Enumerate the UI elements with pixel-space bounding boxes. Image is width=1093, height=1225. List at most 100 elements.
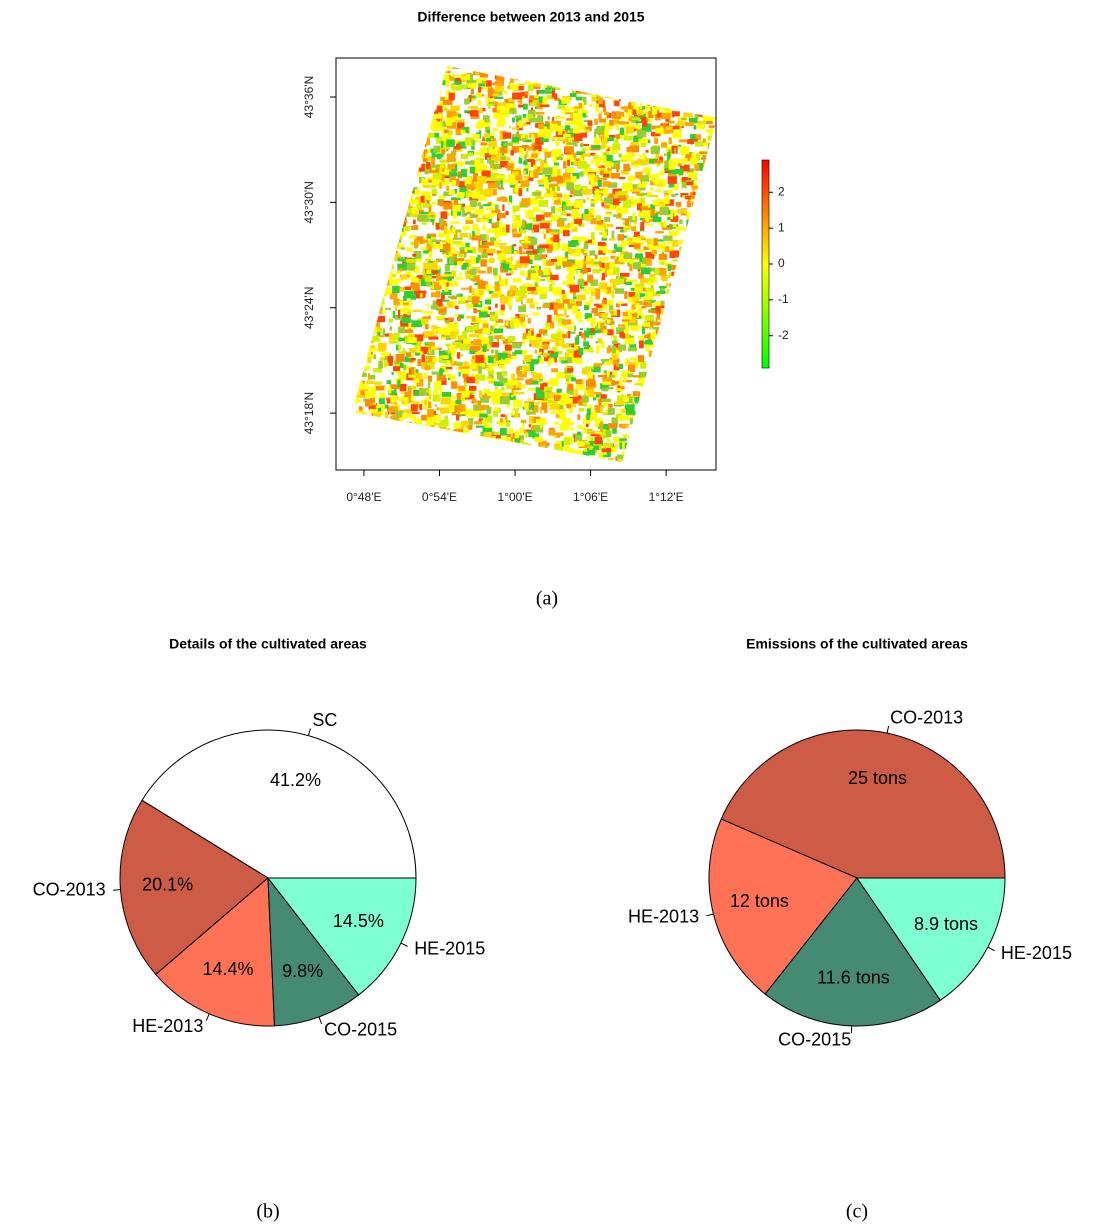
raster-speckle bbox=[594, 363, 603, 366]
raster-speckle bbox=[353, 316, 363, 320]
raster-speckle bbox=[412, 67, 421, 70]
raster-speckle bbox=[419, 431, 422, 435]
raster-speckle bbox=[577, 425, 581, 429]
raster-speckle bbox=[711, 438, 715, 444]
raster-speckle bbox=[544, 233, 546, 239]
raster-speckle bbox=[360, 92, 366, 97]
raster-speckle bbox=[374, 69, 382, 72]
raster-speckle bbox=[652, 107, 657, 114]
raster-speckle bbox=[369, 409, 377, 413]
raster-speckle bbox=[623, 397, 629, 402]
raster-speckle bbox=[712, 351, 715, 359]
raster-speckle bbox=[358, 349, 364, 351]
raster-speckle bbox=[433, 358, 438, 362]
raster-speckle bbox=[582, 125, 584, 129]
raster-speckle bbox=[396, 219, 402, 222]
raster-speckle bbox=[400, 65, 403, 68]
raster-speckle bbox=[507, 71, 512, 74]
raster-speckle bbox=[378, 139, 383, 145]
raster-speckle bbox=[595, 226, 605, 230]
raster-speckle bbox=[414, 240, 418, 248]
raster-speckle bbox=[441, 71, 446, 73]
raster-speckle bbox=[355, 166, 361, 170]
raster-speckle bbox=[358, 454, 364, 457]
raster-speckle bbox=[698, 300, 706, 308]
raster-speckle bbox=[711, 412, 714, 415]
raster-speckle bbox=[628, 437, 634, 439]
raster-speckle bbox=[501, 387, 505, 391]
raster-speckle bbox=[714, 66, 722, 70]
raster-speckle bbox=[628, 176, 635, 182]
raster-speckle bbox=[637, 362, 640, 365]
raster-speckle bbox=[398, 345, 401, 349]
raster-speckle bbox=[443, 121, 445, 126]
raster-speckle bbox=[603, 329, 607, 335]
raster-speckle bbox=[708, 269, 711, 276]
raster-speckle bbox=[415, 439, 417, 442]
raster-speckle bbox=[677, 393, 680, 397]
raster-speckle bbox=[637, 236, 644, 238]
raster-speckle bbox=[524, 448, 533, 453]
raster-speckle bbox=[701, 244, 706, 248]
raster-speckle bbox=[492, 128, 498, 130]
raster-speckle bbox=[429, 445, 439, 448]
raster-speckle bbox=[704, 388, 710, 392]
raster-speckle bbox=[562, 319, 571, 324]
raster-speckle bbox=[665, 195, 669, 203]
raster-speckle bbox=[661, 95, 665, 99]
raster-speckle bbox=[380, 293, 383, 301]
raster-speckle bbox=[660, 451, 663, 458]
raster-speckle bbox=[542, 403, 547, 411]
raster-speckle bbox=[350, 382, 357, 389]
raster-speckle bbox=[701, 330, 709, 332]
raster-speckle bbox=[701, 323, 710, 328]
raster-speckle bbox=[410, 139, 416, 146]
raster-speckle bbox=[696, 340, 699, 348]
raster-speckle bbox=[559, 69, 568, 75]
raster-speckle bbox=[674, 398, 677, 402]
raster-speckle bbox=[445, 451, 452, 459]
raster-speckle bbox=[494, 328, 503, 333]
raster-speckle bbox=[375, 287, 384, 292]
raster-speckle bbox=[657, 458, 661, 460]
raster-speckle bbox=[719, 139, 722, 143]
raster-speckle bbox=[668, 375, 675, 379]
raster-speckle bbox=[656, 318, 658, 325]
raster-speckle bbox=[510, 150, 514, 155]
raster-speckle bbox=[611, 173, 620, 179]
raster-speckle bbox=[640, 222, 644, 230]
raster-speckle bbox=[356, 287, 358, 291]
raster-speckle bbox=[467, 139, 471, 146]
raster-speckle bbox=[554, 80, 559, 84]
raster-speckle bbox=[464, 456, 473, 460]
raster-speckle bbox=[379, 199, 381, 202]
raster-speckle bbox=[576, 70, 583, 76]
raster-speckle bbox=[350, 347, 354, 353]
figure: Difference between 2013 and 20150°48'E0°… bbox=[0, 0, 1093, 1225]
raster-speckle bbox=[367, 433, 371, 435]
raster-speckle bbox=[387, 456, 390, 460]
raster-speckle bbox=[590, 434, 599, 436]
raster-speckle bbox=[408, 173, 414, 175]
raster-speckle bbox=[691, 186, 701, 190]
raster-speckle bbox=[366, 86, 370, 91]
raster-speckle bbox=[552, 90, 555, 98]
raster-speckle bbox=[431, 113, 434, 116]
raster-speckle bbox=[388, 164, 393, 167]
raster-speckle bbox=[371, 85, 380, 91]
raster-speckle bbox=[713, 101, 718, 106]
raster-speckle bbox=[522, 243, 525, 245]
raster-speckle bbox=[546, 442, 549, 446]
raster-speckle bbox=[546, 74, 550, 82]
raster-speckle bbox=[531, 273, 539, 280]
raster-speckle bbox=[423, 158, 428, 162]
raster-speckle bbox=[576, 335, 579, 337]
raster-speckle bbox=[618, 83, 626, 91]
raster-speckle bbox=[655, 371, 661, 375]
raster-speckle bbox=[665, 319, 674, 324]
raster-speckle bbox=[698, 373, 708, 379]
raster-speckle bbox=[667, 94, 673, 96]
raster-speckle bbox=[583, 88, 587, 94]
raster-speckle bbox=[446, 139, 454, 146]
raster-speckle bbox=[356, 381, 362, 389]
